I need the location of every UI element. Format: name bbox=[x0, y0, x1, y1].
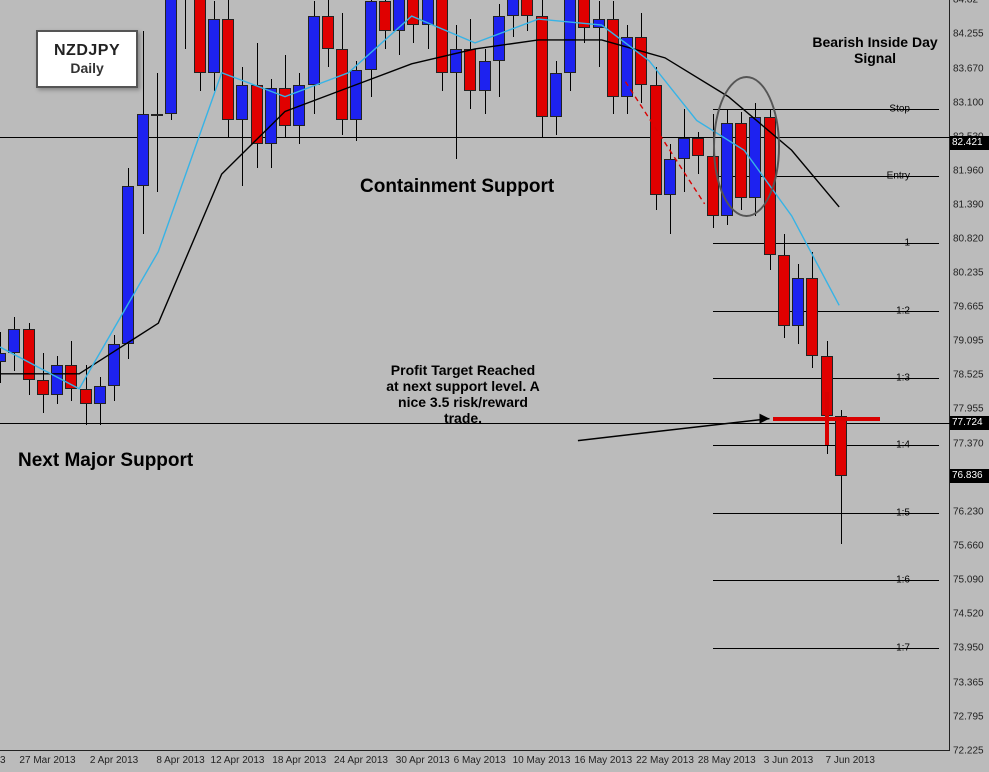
x-tick-label: 30 Apr 2013 bbox=[396, 755, 450, 766]
y-tick-label: 77.955 bbox=[953, 404, 984, 415]
x-tick-label: 6 May 2013 bbox=[454, 755, 506, 766]
y-tick-label: 84.82 bbox=[953, 0, 978, 6]
chart-container: StopEntry11:21:31:41:51:61:7 84.8284.255… bbox=[0, 0, 989, 772]
y-tick-label: 81.960 bbox=[953, 165, 984, 176]
pair-badge: NZDJPY Daily bbox=[36, 30, 138, 88]
bearish-signal-label: Bearish Inside Day Signal bbox=[805, 34, 945, 66]
x-tick-label: 13 bbox=[0, 755, 6, 766]
pair-timeframe: Daily bbox=[54, 60, 120, 76]
x-tick-label: 10 May 2013 bbox=[513, 755, 571, 766]
y-tick-label: 72.225 bbox=[953, 746, 984, 757]
y-tick-label: 79.095 bbox=[953, 336, 984, 347]
x-tick-label: 24 Apr 2013 bbox=[334, 755, 388, 766]
y-tick-label: 80.235 bbox=[953, 268, 984, 279]
containment-support-label: Containment Support bbox=[360, 176, 554, 198]
x-tick-label: 18 Apr 2013 bbox=[272, 755, 326, 766]
x-tick-label: 7 Jun 2013 bbox=[826, 755, 876, 766]
x-tick-label: 16 May 2013 bbox=[574, 755, 632, 766]
x-tick-label: 27 Mar 2013 bbox=[19, 755, 75, 766]
y-tick-label: 83.100 bbox=[953, 97, 984, 108]
price-tag: 82.421 bbox=[950, 136, 989, 150]
y-tick-label: 75.090 bbox=[953, 575, 984, 586]
x-tick-label: 2 Apr 2013 bbox=[90, 755, 138, 766]
x-tick-label: 22 May 2013 bbox=[636, 755, 694, 766]
x-tick-label: 12 Apr 2013 bbox=[211, 755, 265, 766]
y-tick-label: 72.795 bbox=[953, 712, 984, 723]
y-tick-label: 79.665 bbox=[953, 302, 984, 313]
x-tick-label: 28 May 2013 bbox=[698, 755, 756, 766]
y-tick-label: 73.950 bbox=[953, 643, 984, 654]
x-axis: 13 27 Mar 2013 2 Apr 2013 8 Apr 2013 12 Apr … bbox=[0, 750, 950, 772]
y-tick-label: 80.820 bbox=[953, 233, 984, 244]
x-tick-label: 3 Jun 2013 bbox=[764, 755, 814, 766]
profit-target-label: Profit Target Reached at next support le… bbox=[363, 362, 563, 426]
pair-symbol: NZDJPY bbox=[54, 42, 120, 60]
y-tick-label: 73.365 bbox=[953, 678, 984, 689]
y-tick-label: 74.520 bbox=[953, 609, 984, 620]
y-tick-label: 75.660 bbox=[953, 541, 984, 552]
y-tick-label: 83.670 bbox=[953, 63, 984, 74]
y-tick-label: 78.525 bbox=[953, 370, 984, 381]
y-tick-label: 84.255 bbox=[953, 28, 984, 39]
y-tick-label: 76.230 bbox=[953, 507, 984, 518]
x-tick-label: 8 Apr 2013 bbox=[156, 755, 204, 766]
price-tag: 77.724 bbox=[950, 416, 989, 430]
price-tag: 76.836 bbox=[950, 469, 989, 483]
next-major-support-label: Next Major Support bbox=[18, 450, 193, 472]
y-axis: 84.8284.25583.67083.10082.53081.96081.39… bbox=[949, 0, 989, 751]
y-tick-label: 77.370 bbox=[953, 439, 984, 450]
y-tick-label: 81.390 bbox=[953, 199, 984, 210]
